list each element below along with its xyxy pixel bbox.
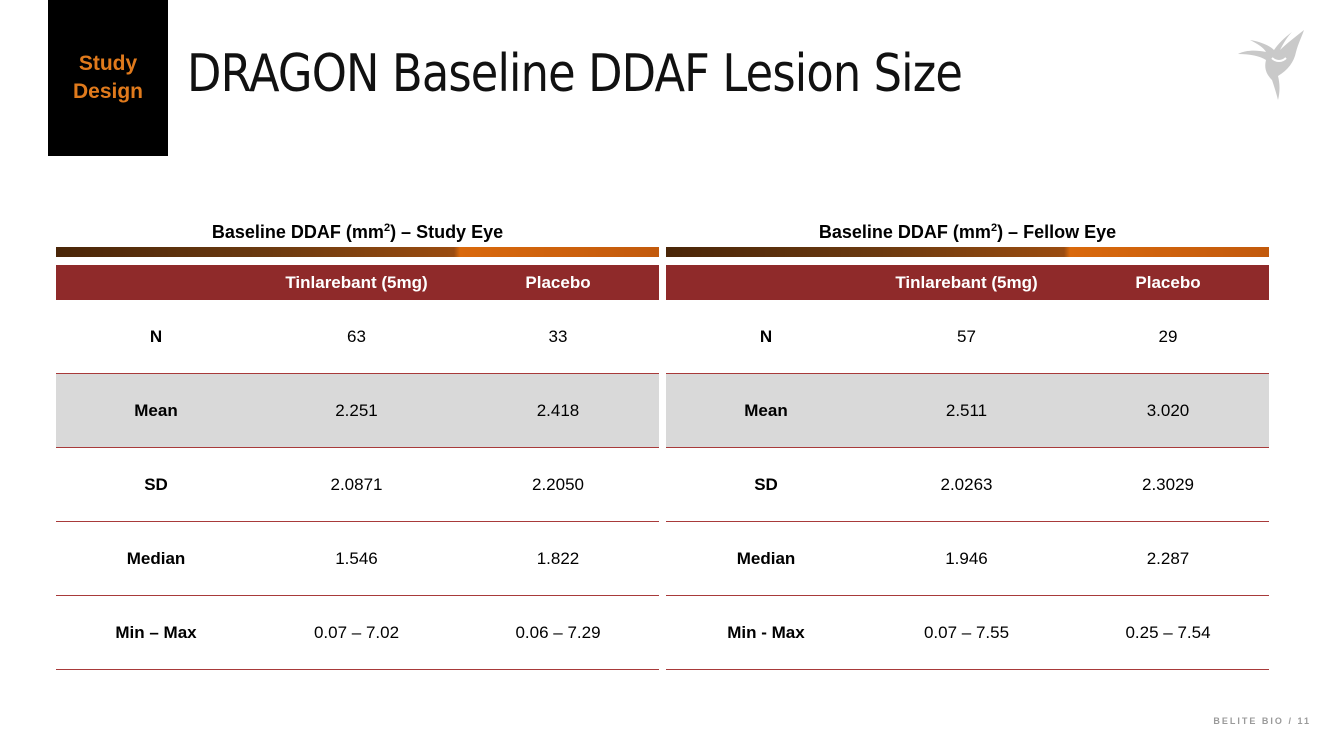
row-label: Median [126, 548, 186, 568]
table-cell: 33 [548, 326, 568, 346]
table-row: Mean 2.511 3.020 [666, 374, 1269, 448]
table-cell: 63 [347, 326, 366, 346]
table-row: Min - Max 0.07 – 7.55 0.25 – 7.54 [666, 596, 1269, 670]
table-row: SD 2.0871 2.2050 [56, 448, 659, 522]
column-header: Placebo [1135, 272, 1201, 292]
row-label: N [759, 326, 773, 346]
table-cell: 29 [1158, 326, 1178, 346]
table-title: Baseline DDAF (mm2) – Study Eye [211, 222, 504, 242]
table-cell: 3.020 [1146, 400, 1190, 420]
column-header: Tinlarebant (5mg) [895, 272, 1038, 292]
table-cell: 57 [957, 326, 976, 346]
table-row: Median 1.946 2.287 [666, 522, 1269, 596]
footer-brand: BELITE BIO [1213, 716, 1284, 726]
section-tag: Study Design [48, 0, 168, 156]
table-cell: 2.251 [335, 400, 378, 420]
accent-bar [56, 247, 659, 257]
row-label: Min - Max [727, 622, 805, 642]
table-cell: 1.822 [536, 548, 580, 568]
column-header [666, 265, 866, 300]
page-title: DRAGON Baseline DDAF Lesion Size [187, 44, 963, 104]
table-cell: 2.287 [1146, 548, 1190, 568]
column-header: Placebo [525, 272, 591, 292]
hummingbird-logo-icon [1238, 30, 1304, 100]
accent-bar [666, 247, 1269, 257]
table-row: Mean 2.251 2.418 [56, 374, 659, 448]
table-cell: 0.25 – 7.54 [1125, 622, 1211, 642]
table-header-row: Tinlarebant (5mg) Placebo [666, 265, 1269, 300]
table-cell: 2.3029 [1142, 474, 1194, 494]
fellow-eye-table: Baseline DDAF (mm2) – Fellow Eye Tinlare… [666, 212, 1269, 670]
table-header-row: Tinlarebant (5mg) Placebo [56, 265, 659, 300]
table-cell: 2.0871 [330, 474, 383, 494]
row-label: Mean [134, 400, 178, 420]
table-cell: 2.511 [945, 400, 988, 420]
footer-separator: / [1288, 716, 1293, 726]
table-row: Median 1.546 1.822 [56, 522, 659, 596]
table-cell: 2.0263 [940, 474, 993, 494]
table-cell: 0.07 – 7.02 [313, 622, 400, 642]
page-number: 11 [1297, 716, 1311, 726]
row-label: Mean [744, 400, 788, 420]
table-row: SD 2.0263 2.3029 [666, 448, 1269, 522]
table-row: Min – Max 0.07 – 7.02 0.06 – 7.29 [56, 596, 659, 670]
row-label: N [149, 326, 163, 346]
table-cell: 2.2050 [532, 474, 584, 494]
study-eye-table: Baseline DDAF (mm2) – Study Eye Tinlareb… [56, 212, 659, 670]
table-cell: 2.418 [536, 400, 580, 420]
slide-footer: BELITE BIO / 11 [1213, 716, 1311, 726]
row-label: SD [754, 474, 778, 494]
table-cell: 0.06 – 7.29 [515, 622, 601, 642]
row-label: Median [736, 548, 796, 568]
table-title: Baseline DDAF (mm2) – Fellow Eye [818, 222, 1117, 242]
column-header: Tinlarebant (5mg) [285, 272, 428, 292]
section-tag-line1: Study [78, 52, 138, 75]
table-row: N 57 29 [666, 300, 1269, 374]
table-cell: 1.946 [945, 548, 988, 568]
row-label: Min – Max [115, 622, 197, 642]
column-header [56, 265, 256, 300]
table-cell: 1.546 [335, 548, 378, 568]
table-cell: 0.07 – 7.55 [923, 622, 1010, 642]
table-row: N 63 33 [56, 300, 659, 374]
row-label: SD [144, 474, 168, 494]
section-tag-line2: Design [72, 80, 143, 103]
